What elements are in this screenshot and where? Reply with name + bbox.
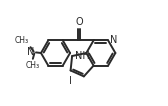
Text: CH₃: CH₃: [15, 36, 29, 45]
Text: CH₃: CH₃: [26, 61, 40, 70]
Text: NH: NH: [75, 51, 89, 61]
Text: N: N: [110, 35, 117, 45]
Text: I: I: [69, 76, 72, 86]
Text: N: N: [27, 47, 35, 57]
Text: O: O: [76, 17, 83, 27]
